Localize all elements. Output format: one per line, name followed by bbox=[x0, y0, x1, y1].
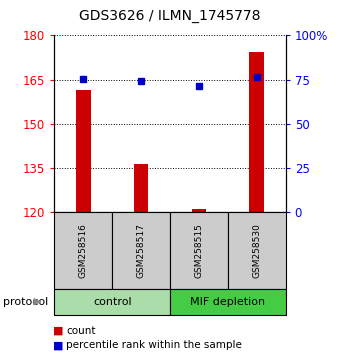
Text: GSM258515: GSM258515 bbox=[194, 223, 203, 278]
Text: MIF depletion: MIF depletion bbox=[190, 297, 265, 307]
Bar bbox=[76, 90, 90, 212]
Text: GSM258517: GSM258517 bbox=[137, 223, 146, 278]
Text: GSM258530: GSM258530 bbox=[252, 223, 261, 278]
Text: control: control bbox=[93, 297, 132, 307]
Text: ■: ■ bbox=[53, 340, 63, 350]
Text: GDS3626 / ILMN_1745778: GDS3626 / ILMN_1745778 bbox=[79, 9, 261, 23]
Text: protocol: protocol bbox=[3, 297, 49, 307]
Text: ■: ■ bbox=[53, 326, 63, 336]
Text: percentile rank within the sample: percentile rank within the sample bbox=[66, 340, 242, 350]
Text: count: count bbox=[66, 326, 96, 336]
Bar bbox=[192, 209, 206, 212]
Bar bbox=[134, 164, 148, 212]
Text: GSM258516: GSM258516 bbox=[79, 223, 88, 278]
Bar bbox=[250, 52, 264, 212]
